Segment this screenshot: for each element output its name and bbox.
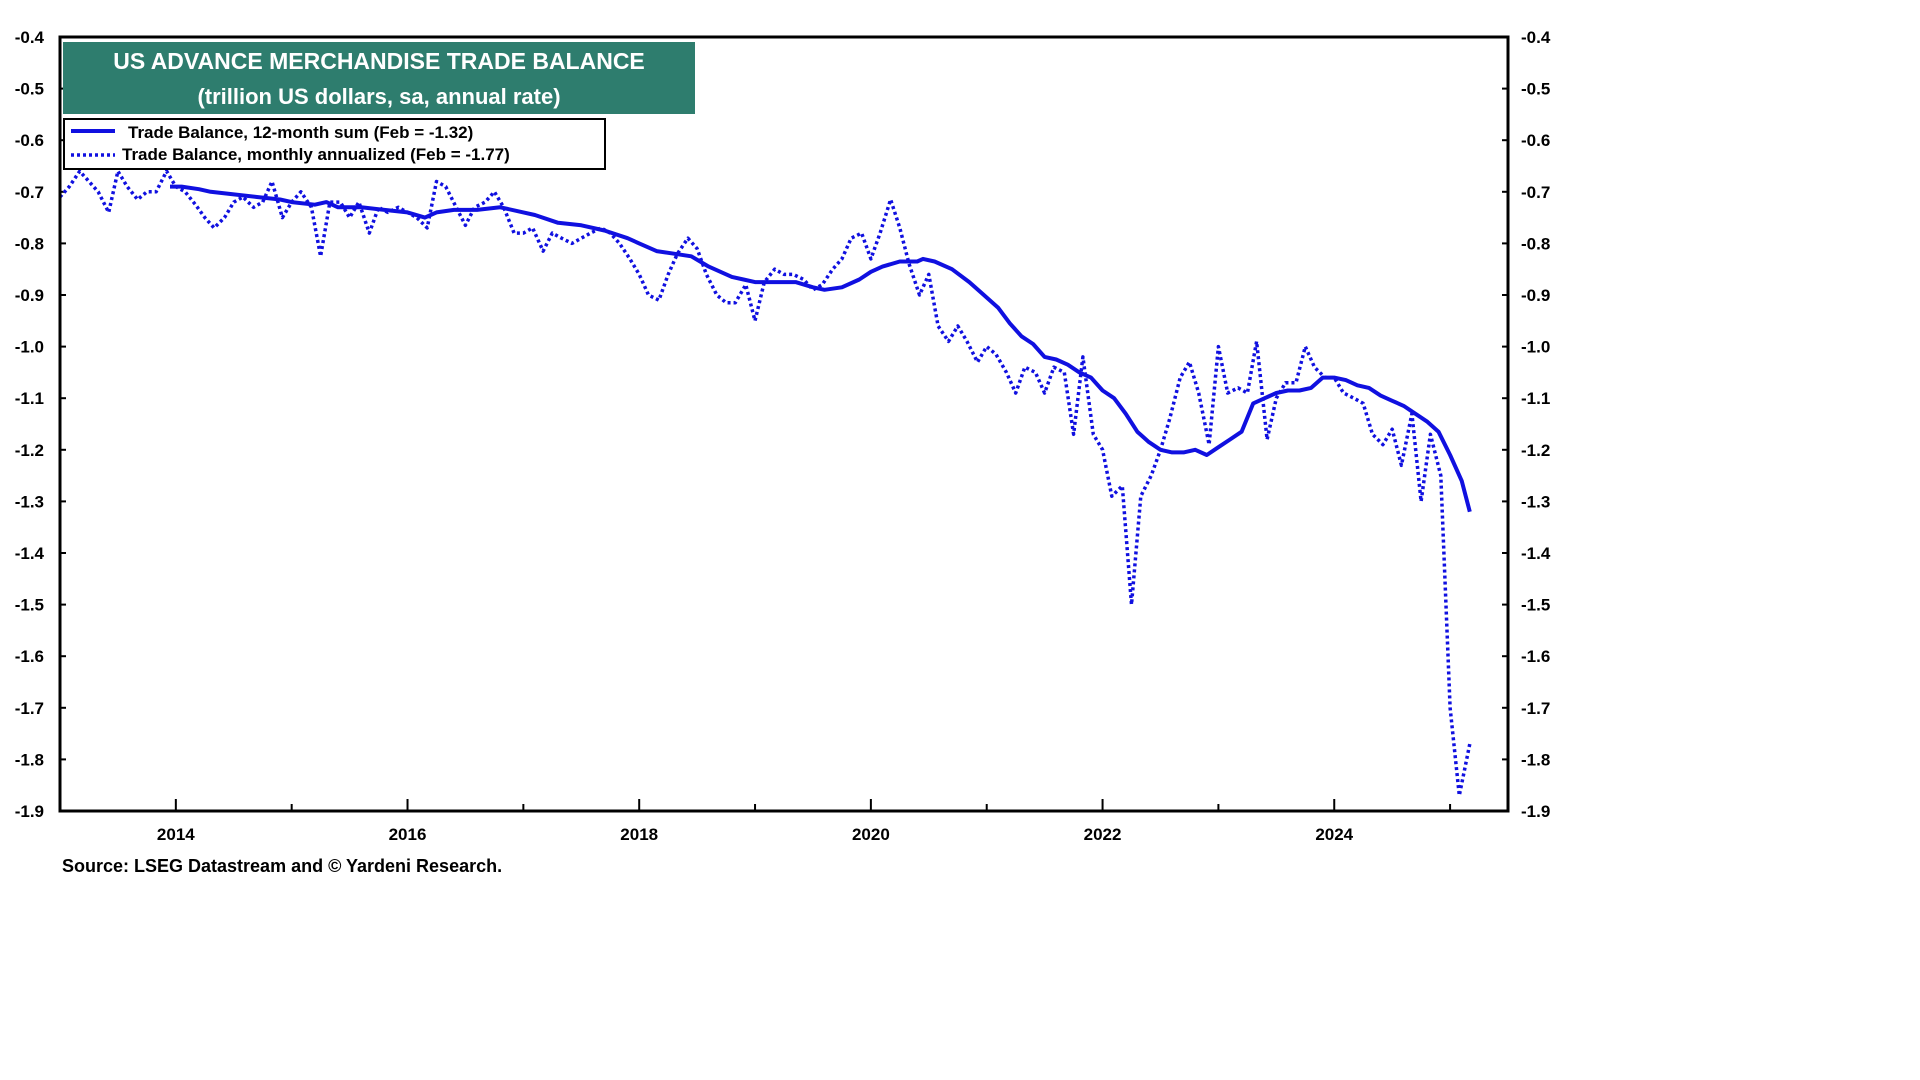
y-tick-left-label-7: -1.1 <box>15 389 44 408</box>
y-tick-right-label-7: -1.1 <box>1521 389 1550 408</box>
y-tick-left-label-11: -1.5 <box>15 596 44 615</box>
trade-balance-chart: -0.4 -0.5 -0.6 -0.7 -0.8 -0.9 -1.0 -1.1 -1.2 -1.3… <box>15 28 1551 876</box>
y-tick-left-label-0: -0.4 <box>15 28 45 47</box>
y-tick-left-label-10: -1.4 <box>15 544 45 563</box>
y-tick-right-label-11: -1.5 <box>1521 596 1550 615</box>
y-tick-left-label-13: -1.7 <box>15 699 44 718</box>
x-axis-ticks: 2014 2016 2018 2020 2022 2024 <box>59 799 1452 844</box>
y-tick-left-label-2: -0.6 <box>15 131 44 150</box>
x-tick-label-2022: 2022 <box>1084 825 1122 844</box>
x-tick-label-2024: 2024 <box>1315 825 1353 844</box>
series-line-12-month-sum <box>170 184 1472 513</box>
y-tick-right-label-3: -0.7 <box>1521 183 1550 202</box>
y-tick-right-label-15: -1.9 <box>1521 802 1550 821</box>
y-tick-right-label-1: -0.5 <box>1521 80 1550 99</box>
legend: Trade Balance, 12-month sum (Feb = -1.32… <box>63 118 606 170</box>
y-tick-left-label-15: -1.9 <box>15 802 44 821</box>
y-axis-right-ticks: -0.4 -0.5 -0.6 -0.7 -0.8 -0.9 -1.0 -1.1 -1.2 -1.3… <box>1502 28 1551 821</box>
plot-frame <box>58 35 1510 813</box>
y-tick-right-label-13: -1.7 <box>1521 699 1550 718</box>
legend-label-dotted: Trade Balance, monthly annualized (Feb =… <box>122 145 510 164</box>
y-tick-right-label-9: -1.3 <box>1521 492 1550 511</box>
x-tick-label-2014: 2014 <box>157 825 195 844</box>
y-axis-left-ticks: -0.4 -0.5 -0.6 -0.7 -0.8 -0.9 -1.0 -1.1 -1.2 -1.3… <box>15 28 66 821</box>
y-tick-left-label-1: -0.5 <box>15 80 44 99</box>
y-tick-right-label-10: -1.4 <box>1521 544 1551 563</box>
x-tick-label-2020: 2020 <box>852 825 890 844</box>
y-tick-right-label-14: -1.8 <box>1521 750 1550 769</box>
legend-label-solid: Trade Balance, 12-month sum (Feb = -1.32… <box>128 123 473 142</box>
y-tick-right-label-8: -1.2 <box>1521 441 1550 460</box>
series-line-monthly-annualized <box>58 169 1472 798</box>
y-tick-left-label-3: -0.7 <box>15 183 44 202</box>
series-layer <box>58 169 1472 798</box>
y-tick-left-label-9: -1.3 <box>15 492 44 511</box>
legend-box <box>63 118 606 170</box>
y-tick-right-label-4: -0.8 <box>1521 234 1550 253</box>
y-tick-left-label-12: -1.6 <box>15 647 44 666</box>
x-tick-label-2018: 2018 <box>620 825 658 844</box>
chart-title: US ADVANCE MERCHANDISE TRADE BALANCE <box>113 48 645 74</box>
chart-subtitle: (trillion US dollars, sa, annual rate) <box>197 84 560 109</box>
x-tick-label-2016: 2016 <box>389 825 427 844</box>
y-tick-left-label-14: -1.8 <box>15 750 44 769</box>
source-note: Source: LSEG Datastream and © Yardeni Re… <box>62 856 502 876</box>
y-tick-left-label-4: -0.8 <box>15 234 44 253</box>
y-tick-left-label-8: -1.2 <box>15 441 44 460</box>
y-tick-left-label-6: -1.0 <box>15 338 44 357</box>
y-tick-right-label-6: -1.0 <box>1521 338 1550 357</box>
y-tick-left-label-5: -0.9 <box>15 286 44 305</box>
y-tick-right-label-2: -0.6 <box>1521 131 1550 150</box>
title-box <box>63 42 695 114</box>
y-tick-right-label-5: -0.9 <box>1521 286 1550 305</box>
y-tick-right-label-12: -1.6 <box>1521 647 1550 666</box>
y-tick-right-label-0: -0.4 <box>1521 28 1551 47</box>
